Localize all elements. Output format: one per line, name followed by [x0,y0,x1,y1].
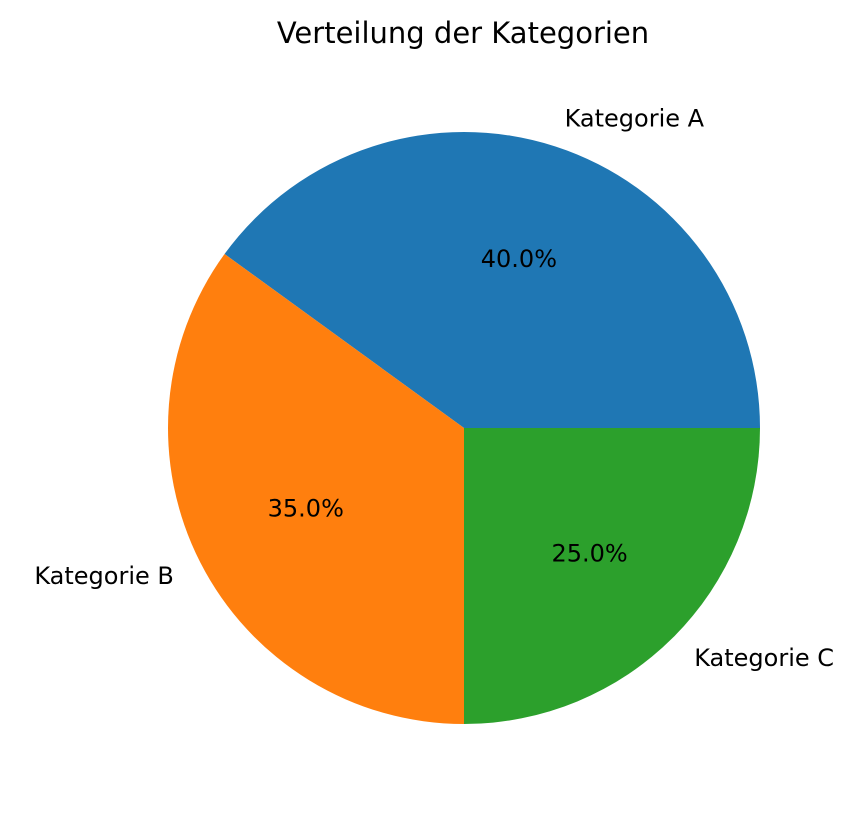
percent-label: 40.0% [481,245,557,273]
category-label: Kategorie C [694,644,834,672]
pie-labels: Kategorie A 40.0% Kategorie B 35.0% Kategori… [34,104,834,672]
pie-slices [168,132,760,724]
pie-slice-kategorie-c [464,428,760,724]
pie-slice-kategorie-b [168,254,464,724]
pie-slice-kategorie-a [224,132,760,429]
percent-label: 35.0% [268,495,344,523]
category-label: Kategorie A [565,104,705,132]
chart-title: Verteilung der Kategorien [277,16,649,50]
percent-label: 25.0% [551,540,627,568]
category-label: Kategorie B [34,562,174,590]
